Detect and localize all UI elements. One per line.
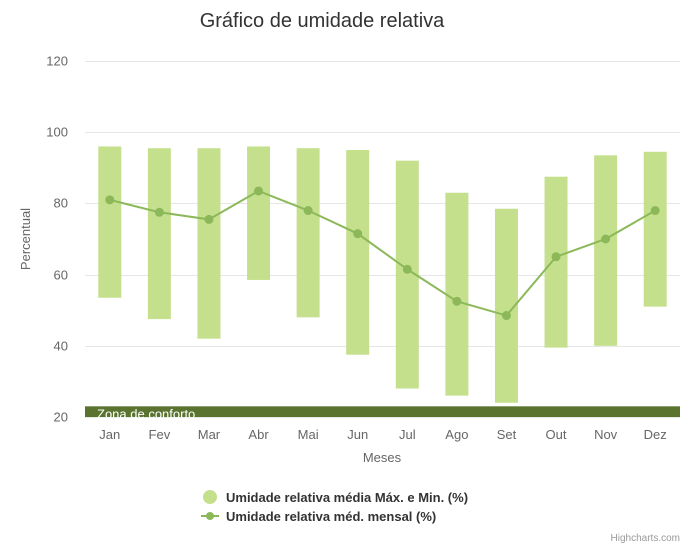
x-tick-label: Set [497,427,517,442]
x-axis-title: Meses [363,450,402,465]
x-axis-ticks: Jan Fev Mar Abr Mai Jun Jul Ago Set Out Nov Dez [99,427,666,442]
x-tick-label: Mai [298,427,319,442]
y-tick-label: 80 [54,196,68,211]
range-bar-jun [346,150,370,355]
x-tick-label: Abr [248,427,269,442]
range-columns [98,146,667,403]
average-point-dez [650,206,660,216]
range-bar-mar [197,148,221,339]
legend-range-label: Umidade relativa média Máx. e Min. (%) [226,490,468,505]
average-line [105,186,660,321]
range-bar-nov [594,155,618,346]
average-point-mar [204,214,214,224]
legend: Umidade relativa média Máx. e Min. (%) U… [201,490,468,524]
y-tick-label: 100 [46,125,68,140]
y-tick-label: 60 [54,268,68,283]
range-bar-jan [98,146,122,298]
credits-link[interactable]: Highcharts.com [611,533,680,544]
legend-item-line[interactable]: Umidade relativa méd. mensal (%) [201,509,436,524]
legend-line-label: Umidade relativa méd. mensal (%) [226,509,436,524]
x-tick-label: Fev [149,427,171,442]
average-point-jun [353,229,363,239]
y-tick-label: 40 [54,339,68,354]
average-point-nov [601,234,611,244]
average-point-fev [154,207,164,217]
x-tick-label: Mar [198,427,221,442]
y-tick-label: 20 [54,410,68,425]
range-bar-mai [296,148,320,318]
comfort-zone-rect [85,406,680,417]
range-bar-ago [445,192,469,396]
comfort-zone-band: Zona de conforto [85,406,680,421]
x-tick-label: Nov [594,427,618,442]
average-point-ago [452,296,462,306]
legend-range-swatch [203,490,217,504]
average-point-mai [303,206,313,216]
x-tick-label: Jun [347,427,368,442]
average-point-set [501,311,511,321]
range-bar-jul [395,160,419,389]
range-bar-set [494,208,518,403]
average-point-jan [105,195,115,205]
range-bar-out [544,176,568,348]
x-tick-label: Dez [644,427,667,442]
range-bar-fev [147,148,171,320]
comfort-zone-label: Zona de conforto [97,406,195,421]
grid-lines [85,61,680,418]
legend-line-marker [206,512,214,520]
legend-item-range[interactable]: Umidade relativa média Máx. e Min. (%) [203,490,468,505]
chart-title: Gráfico de umidade relativa [200,10,445,32]
x-tick-label: Jul [399,427,416,442]
average-point-jul [402,264,412,274]
y-axis-ticks: 20 40 60 80 100 120 [46,54,68,425]
x-tick-label: Jan [99,427,120,442]
x-tick-label: Out [546,427,567,442]
range-bar-dez [643,151,667,307]
y-tick-label: 120 [46,54,68,69]
x-tick-label: Ago [445,427,468,442]
average-series-line [109,189,656,317]
average-point-abr [254,186,264,196]
average-point-out [551,252,561,262]
y-axis-title: Percentual [18,208,33,270]
range-bar-abr [247,146,271,280]
